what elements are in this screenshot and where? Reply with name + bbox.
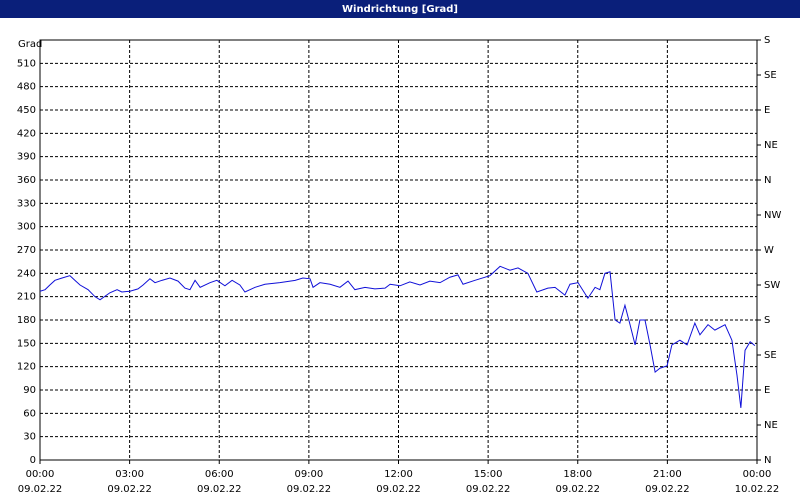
data-line bbox=[39, 265, 756, 408]
x-tick-date: 09.02.22 bbox=[107, 484, 152, 495]
x-tick-label: 15:00 bbox=[474, 469, 503, 480]
y2-tick-label: NE bbox=[764, 140, 778, 151]
y2-tick-label: NE bbox=[764, 420, 778, 431]
y-tick-label: 240 bbox=[17, 268, 36, 279]
y2-tick-label: E bbox=[764, 385, 770, 396]
x-tick-date: 09.02.22 bbox=[645, 484, 690, 495]
y2-tick-label: S bbox=[764, 315, 770, 326]
y-tick-label: 420 bbox=[17, 128, 36, 139]
y-tick-label: 180 bbox=[17, 315, 36, 326]
x-tick-date: 09.02.22 bbox=[18, 484, 63, 495]
x-tick-date: 10.02.22 bbox=[735, 484, 780, 495]
y-tick-label: 510 bbox=[17, 58, 36, 69]
x-tick-label: 00:00 bbox=[26, 469, 55, 480]
plot-frame bbox=[39, 39, 758, 461]
y-tick-label: 360 bbox=[17, 175, 36, 186]
x-tick-date: 09.02.22 bbox=[376, 484, 421, 495]
x-tick-label: 18:00 bbox=[563, 469, 592, 480]
y-tick-label: 60 bbox=[23, 408, 36, 419]
x-tick-label: 03:00 bbox=[115, 469, 144, 480]
y-axis-label: Grad bbox=[18, 39, 42, 50]
y-tick-label: 300 bbox=[17, 222, 36, 233]
x-tick-date: 09.02.22 bbox=[287, 484, 332, 495]
y-tick-label: 270 bbox=[17, 245, 36, 256]
y-tick-label: 30 bbox=[23, 432, 36, 443]
x-tick-label: 21:00 bbox=[653, 469, 682, 480]
y-tick-label: 480 bbox=[17, 82, 36, 93]
y2-tick-label: N bbox=[764, 175, 771, 186]
title-bar bbox=[0, 0, 800, 18]
x-tick-label: 12:00 bbox=[384, 469, 413, 480]
x-tick-label: 09:00 bbox=[294, 469, 323, 480]
y2-tick-label: SE bbox=[764, 70, 777, 81]
x-tick-date: 09.02.22 bbox=[197, 484, 242, 495]
y2-tick-label: S bbox=[764, 35, 770, 46]
y-tick-label: 330 bbox=[17, 198, 36, 209]
y2-tick-label: E bbox=[764, 105, 770, 116]
x-tick-date: 09.02.22 bbox=[555, 484, 600, 495]
y2-tick-label: SW bbox=[764, 280, 780, 291]
y2-tick-label: NW bbox=[764, 210, 781, 221]
y2-tick-label: W bbox=[764, 245, 774, 256]
y-tick-label: 0 bbox=[30, 455, 36, 466]
chart-title: Windrichtung [Grad] bbox=[342, 4, 458, 15]
y-tick-label: 90 bbox=[23, 385, 36, 396]
y-tick-label: 390 bbox=[17, 152, 36, 163]
x-tick-label: 06:00 bbox=[205, 469, 234, 480]
y-tick-label: 450 bbox=[17, 105, 36, 116]
y2-tick-label: N bbox=[764, 455, 771, 466]
y-tick-label: 210 bbox=[17, 292, 36, 303]
y-tick-label: 120 bbox=[17, 362, 36, 373]
x-tick-label: 00:00 bbox=[743, 469, 772, 480]
x-tick-date: 09.02.22 bbox=[466, 484, 511, 495]
y2-tick-label: SE bbox=[764, 350, 777, 361]
y-tick-label: 150 bbox=[17, 338, 36, 349]
